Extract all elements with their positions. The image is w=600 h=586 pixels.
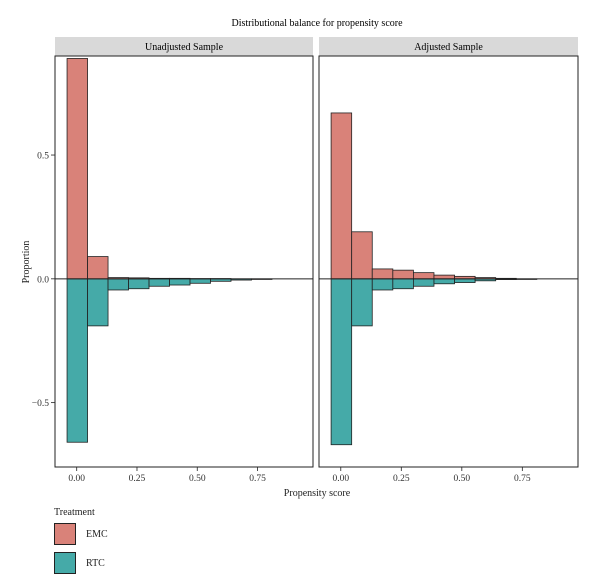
x-tick-label: 0.25 [129,474,146,484]
x-tick-label: 0.50 [189,474,206,484]
bar-rtc [371,278,394,291]
x-tick-label: 0.75 [249,474,266,484]
panel-1: Adjusted Sample 0.00 0.25 0.50 0.75 [318,37,579,484]
bar-emc [351,231,373,280]
bar-emc [330,112,353,280]
legend-label-rtc: RTC [86,558,105,569]
bar-emc [413,272,435,280]
bar-emc [87,256,109,280]
legend-item-emc: EMC [54,523,174,547]
legend-title: Treatment [54,507,95,518]
bar-rtc [413,278,435,287]
panel-0: Unadjusted Sample 0.00 0.25 0.50 0.75 0.5 0.0 −… [32,37,314,484]
x-axis-title: Propensity score [284,488,351,499]
chart-title: Distributional balance for propensity sc… [231,18,403,29]
bar-emc [371,268,394,280]
bar-rtc [392,278,414,290]
x-tick-label: 0.00 [332,474,349,484]
panel-strip [319,37,578,56]
bar-rtc [330,278,353,446]
x-tick-label: 0.50 [454,474,471,484]
legend-key-rtc [54,552,76,574]
panel-border [54,55,314,468]
panel-strip [55,37,313,56]
y-axis-title: Proportion [21,241,32,284]
bar-rtc [169,278,191,286]
panel-strip-label: Unadjusted Sample [145,42,224,53]
bar-emc [433,274,455,280]
bar-emc [392,269,414,280]
bar-rtc [128,278,150,290]
bar-rtc [454,278,476,283]
panel-strip-label: Adjusted Sample [414,42,483,53]
legend-key-emc [54,523,76,545]
y-tick-label: −0.5 [32,399,49,409]
bar-emc [66,58,88,280]
legend-label-emc: EMC [86,529,108,540]
x-tick-label: 0.00 [68,474,85,484]
bar-rtc [433,278,455,285]
y-tick-label: 0.0 [37,275,49,285]
y-tick-label: 0.5 [37,152,49,162]
bar-rtc [107,278,129,291]
bar-rtc [351,278,373,327]
bar-rtc [189,278,211,284]
x-tick-label: 0.75 [514,474,531,484]
panel-border [318,55,579,468]
x-tick-label: 0.25 [393,474,410,484]
panels: Unadjusted Sample 0.00 0.25 0.50 0.75 0.5 0.0 −… [32,37,579,484]
legend: Treatment EMC RTC [54,507,214,577]
bar-rtc [66,278,88,443]
bar-rtc [87,278,109,327]
legend-item-rtc: RTC [54,552,174,576]
bar-rtc [148,278,170,287]
chart: Distributional balance for propensity sc… [21,18,579,499]
